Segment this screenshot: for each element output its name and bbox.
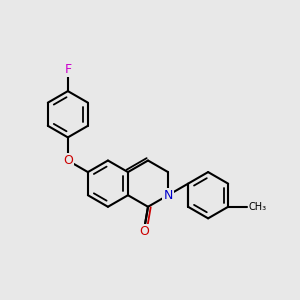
Text: O: O — [63, 154, 73, 167]
Text: N: N — [164, 189, 173, 202]
Text: CH₃: CH₃ — [249, 202, 267, 212]
Text: F: F — [64, 63, 71, 76]
Text: O: O — [140, 225, 150, 238]
